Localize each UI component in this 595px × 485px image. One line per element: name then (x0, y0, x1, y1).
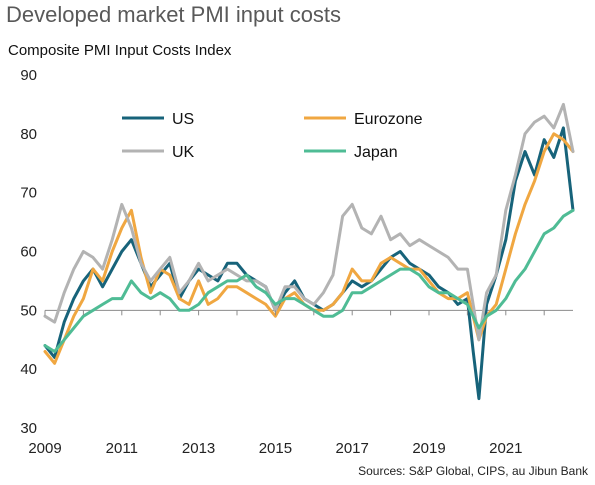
series-line-uk (43, 102, 575, 342)
x-tick-label: 2009 (28, 440, 61, 457)
series-line-japan (43, 208, 575, 353)
y-tick-label: 50 (20, 302, 37, 319)
x-tick-label: 2013 (182, 440, 215, 457)
legend-label-eurozone: Eurozone (354, 111, 423, 128)
y-tick-label: 40 (20, 361, 37, 378)
chart-title: Developed market PMI input costs (6, 2, 342, 27)
y-tick-label: 90 (20, 67, 37, 84)
legend-label-uk: UK (172, 144, 195, 161)
y-tick-label: 80 (20, 126, 37, 143)
y-tick-label: 30 (20, 420, 37, 437)
y-tick-label: 70 (20, 185, 37, 202)
source-note: Sources: S&P Global, CIPS, au Jibun Bank (358, 464, 589, 478)
y-tick-label: 60 (20, 244, 37, 261)
legend-label-us: US (172, 111, 194, 128)
x-tick-label: 2019 (412, 440, 445, 457)
legend-label-japan: Japan (354, 144, 398, 161)
x-tick-label: 2011 (106, 440, 138, 457)
x-tick-label: 2015 (259, 440, 292, 457)
x-tick-label: 2017 (336, 440, 369, 457)
series-line-us (43, 126, 575, 401)
y-axis-label: Composite PMI Input Costs Index (8, 42, 232, 59)
x-tick-label: 2021 (489, 440, 522, 457)
